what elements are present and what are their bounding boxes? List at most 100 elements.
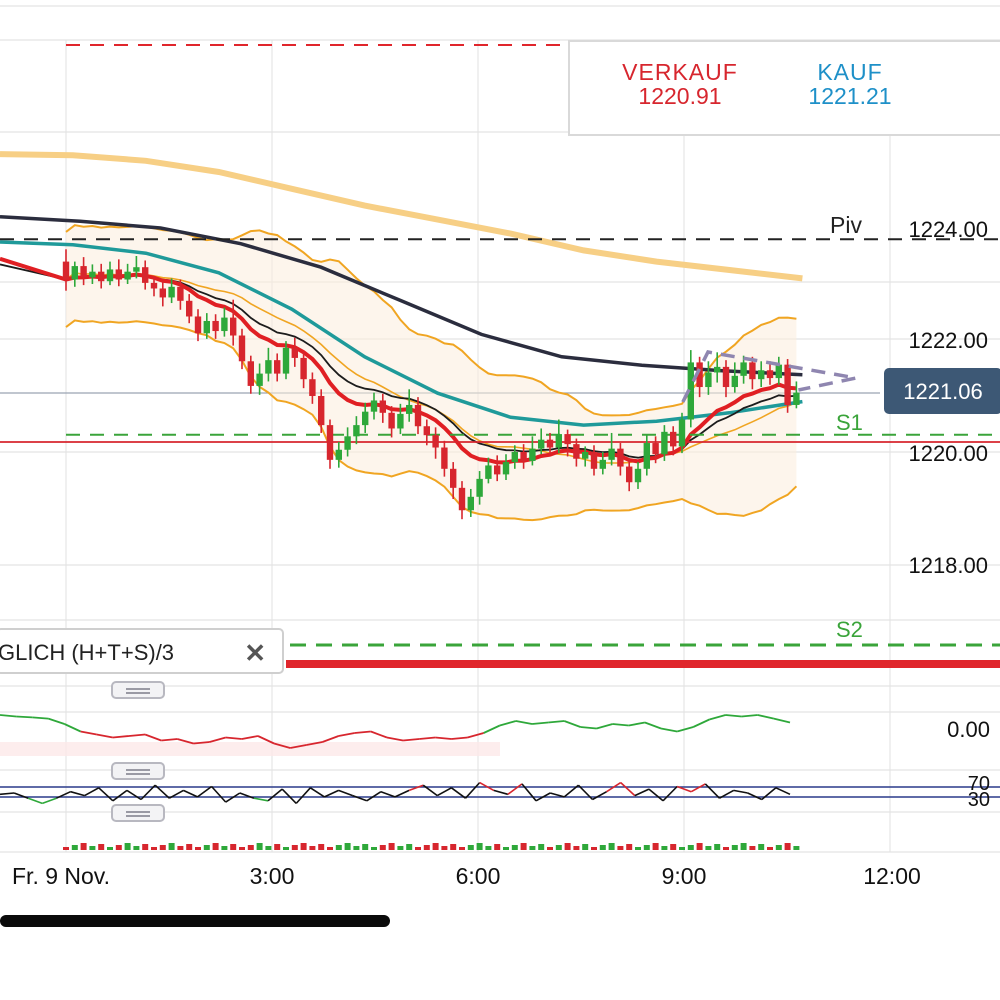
price-tick-label: 1224.00 — [908, 217, 988, 242]
volume-bar — [591, 847, 597, 850]
triangle-outline — [681, 350, 857, 403]
oscillator-line — [112, 735, 130, 739]
rsi-line — [634, 788, 650, 797]
volume-bar — [547, 847, 553, 850]
oscillator-line — [144, 733, 162, 742]
rsi-line — [352, 794, 368, 802]
rsi-line — [309, 787, 325, 798]
candle-body — [142, 267, 149, 283]
candle-body — [265, 360, 272, 374]
rsi-line — [648, 788, 664, 802]
volume-bar — [661, 846, 668, 850]
rsi-line — [662, 785, 678, 802]
bollinger-fill — [66, 225, 797, 521]
volume-bar — [494, 844, 501, 850]
volume-bar — [775, 845, 782, 850]
oscillator-zero-label: 0.00 — [947, 717, 990, 742]
volume-bar — [318, 844, 325, 850]
candle-body — [740, 362, 747, 376]
rsi-line — [338, 789, 353, 797]
oscillator-line — [354, 730, 371, 734]
rsi-line — [521, 783, 537, 802]
volume-bar — [115, 845, 122, 850]
rsi-30-label: 30 — [968, 789, 990, 811]
oscillator-line — [16, 715, 33, 719]
oscillator-line — [773, 717, 791, 724]
candle-body — [432, 435, 439, 448]
pivot-label: Piv — [830, 212, 862, 238]
oscillator-line — [0, 714, 17, 718]
oscillator-line — [128, 733, 146, 737]
volume-bar — [300, 843, 307, 850]
oscillator-line — [676, 726, 694, 733]
oscillator-line — [499, 720, 517, 727]
rsi-line — [281, 788, 297, 804]
volume-bar — [406, 844, 413, 850]
rsi-line — [112, 789, 128, 802]
panel-resize-handle[interactable] — [111, 804, 165, 822]
indicator-label[interactable]: GLICH (H+T+S)/3 ✕ — [0, 628, 284, 674]
candle-body — [450, 468, 457, 488]
time-tick-label: 3:00 — [250, 863, 295, 889]
rsi-line — [408, 784, 424, 792]
volume-bar — [203, 845, 210, 850]
volume-bar — [344, 843, 351, 850]
triangle-pattern — [681, 350, 857, 403]
candle-body — [177, 286, 184, 301]
rsi-line — [168, 789, 184, 799]
candle-body — [168, 286, 175, 298]
oscillator-line — [161, 738, 178, 742]
candle-body — [678, 419, 686, 447]
candle-body — [617, 448, 624, 467]
rsi-line — [197, 785, 213, 798]
rsi-line — [27, 797, 43, 805]
candle-body — [582, 452, 589, 459]
rsi-line — [42, 797, 57, 805]
candle-body — [758, 370, 765, 380]
oscillator-line — [257, 735, 275, 745]
buy-price-box[interactable]: KAUF 1221.21 — [790, 40, 1000, 136]
close-icon[interactable]: ✕ — [244, 638, 266, 668]
candle-body — [670, 431, 677, 447]
candle-body — [62, 261, 70, 280]
panel-resize-handle[interactable] — [111, 762, 165, 780]
volume-bar — [327, 847, 333, 850]
volume-bar — [758, 844, 765, 850]
volume-bar — [63, 847, 69, 850]
candlesticks — [62, 249, 800, 520]
candle-body — [326, 425, 334, 460]
volume-bar — [476, 843, 483, 850]
candle-body — [687, 362, 694, 420]
candle-body — [564, 434, 571, 445]
oscillator-line — [709, 714, 726, 721]
buy-price: 1221.21 — [808, 83, 892, 109]
time-tick-label: 12:00 — [863, 863, 921, 889]
volume-bar — [582, 844, 589, 850]
rsi-line — [592, 790, 607, 801]
sell-label: VERKAUF — [622, 59, 738, 85]
candle-body — [643, 443, 650, 469]
volume-bar — [265, 846, 272, 850]
panel-resize-handle[interactable] — [111, 681, 165, 699]
rsi-line — [479, 781, 495, 792]
candle-body — [661, 431, 668, 455]
candle-body — [626, 466, 633, 483]
rsi-line — [366, 791, 382, 802]
candle-body — [573, 444, 580, 459]
rsi-line — [577, 784, 594, 801]
candle-body — [186, 300, 193, 317]
candle-body — [476, 478, 483, 497]
oscillator-line — [451, 736, 468, 740]
rsi-line — [507, 783, 523, 795]
rsi-line — [154, 784, 170, 799]
candle-body — [529, 448, 536, 461]
oscillator-line — [32, 716, 49, 720]
candle-body — [212, 320, 219, 332]
oscillator-line — [515, 720, 533, 725]
horizontal-scrollbar[interactable] — [0, 915, 390, 927]
oscillator-line — [419, 736, 436, 740]
price-axis: 1224.00 1222.00 1220.00 1218.00 1221.06 — [884, 217, 1000, 578]
sell-price-box[interactable]: VERKAUF 1220.91 — [568, 40, 792, 136]
rsi-line — [436, 787, 452, 797]
